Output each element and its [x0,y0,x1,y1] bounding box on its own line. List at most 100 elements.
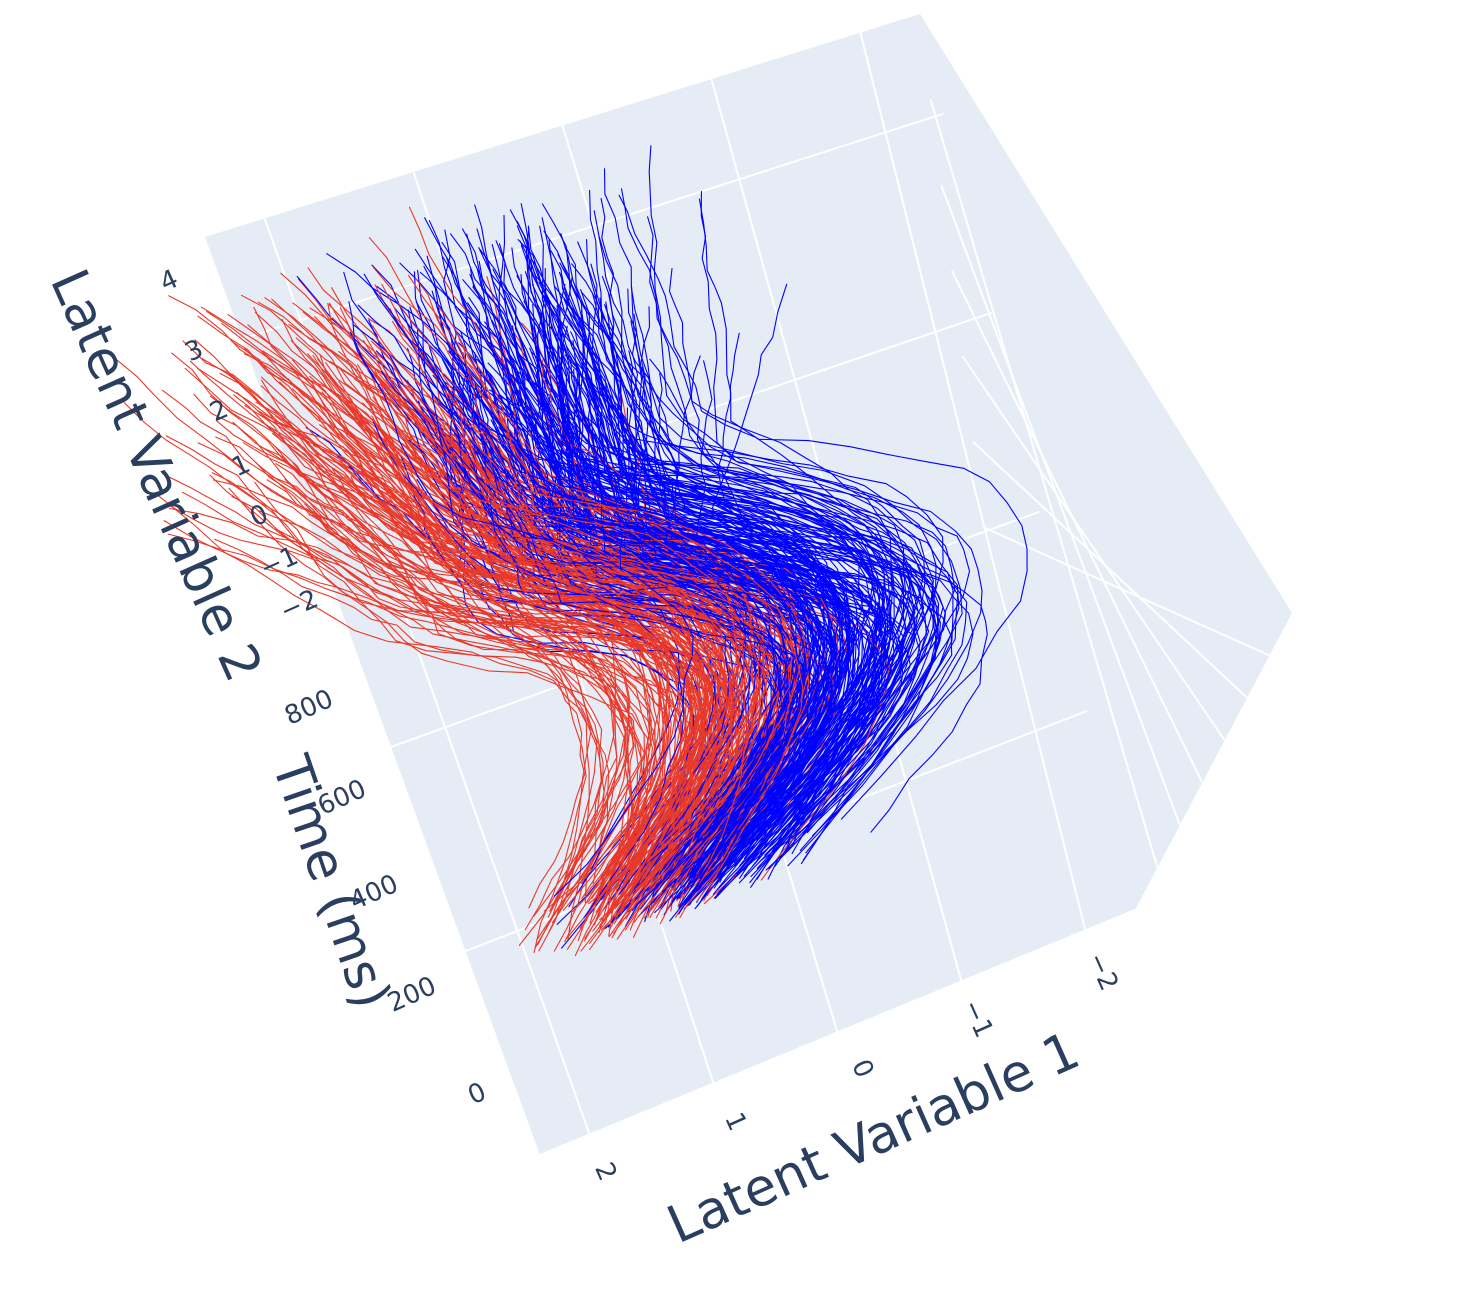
trajectory-red [363,472,687,902]
x-tick-label: −2 [1081,948,1124,995]
grid-line-y [241,112,945,340]
trajectory-red [181,491,748,921]
trajectory-red [221,323,752,870]
trajectory-red [371,402,707,925]
grid-line-z [929,99,1159,868]
x-tick-label: −1 [956,995,999,1042]
trajectory-red [260,413,761,908]
trajectory-red [377,385,664,886]
trajectory-blue [698,198,1028,820]
trajectory-red [171,506,604,890]
trajectory-blue [375,350,730,873]
trajectory-blue [526,253,960,860]
trajectory-blue [442,380,925,853]
trajectory-red [182,340,652,924]
trajectory-blue [520,273,881,866]
trajectory-blue [498,339,938,884]
trajectory-blue [582,361,974,870]
trajectory-red [290,340,692,899]
x-tick-label: 1 [718,1108,752,1135]
trajectory-blue [326,253,813,875]
grid-line-z [950,270,1204,784]
trajectory-red [329,360,763,904]
y-tick-label: 800 [280,684,338,732]
z-tick-label: 1 [228,449,255,483]
trajectory-red [458,338,704,873]
grid-line-z [940,184,1181,826]
trajectories [111,145,1028,957]
trajectory-blue [466,233,892,867]
trajectory-blue [490,419,851,865]
trajectory-blue [424,217,747,868]
trajectory-blue [470,269,828,866]
trajectory-blue [570,358,895,891]
trajectory-blue [626,407,886,844]
grid-line-y [539,909,1136,1156]
trajectory-red [279,381,738,939]
trajectory-red [304,503,635,907]
trajectory-red [171,352,670,941]
trajectory-red [161,389,590,940]
trajectory-blue [498,243,907,836]
trajectory-blue [457,386,859,852]
trajectory-red [340,485,734,887]
trajectory-blue [577,241,887,867]
trajectory-red [283,459,712,906]
trajectory-red [541,359,796,861]
x-tick-label: 0 [845,1055,879,1082]
trajectory-red [371,337,766,902]
trajectory-blue [604,391,953,862]
trajectory-red [162,473,646,942]
z-tick-label: 0 [246,499,273,533]
trajectory-blue [564,354,892,843]
y-tick-label: 0 [464,1077,491,1111]
trajectory-red [201,357,615,932]
trajectory-blue [596,368,860,824]
trajectory-red [257,509,699,901]
trajectory-red [322,506,739,902]
trajectory-blue [592,385,819,879]
trajectory-red [255,462,605,952]
grid-line-z [972,441,1248,699]
trajectory-blue [586,238,814,840]
trajectory-red [271,432,725,917]
z-tick-label: −1 [256,541,303,584]
trajectory-red [233,394,722,890]
trajectory-red [111,355,587,954]
trajectory-blue [463,412,782,906]
trajectory-blue [627,288,954,871]
trajectory-red [399,387,769,866]
trajectory-blue [600,197,889,846]
trajectory-blue [380,370,843,893]
grid-line-z [983,526,1270,657]
trajectory-blue [559,262,937,834]
trajectory-blue [448,350,764,880]
trajectory-blue [542,369,878,830]
trajectory-red [319,353,694,940]
trajectory-blue [503,323,843,862]
trajectory-blue [657,372,887,815]
grid-line-x [859,32,1087,931]
z-tick-label: −2 [276,584,323,627]
trajectory-red [165,435,634,946]
trajectory-red [343,476,682,879]
trajectory-red [209,474,668,931]
trajectory-blue [571,263,926,816]
z-tick-label: 4 [156,264,183,298]
trajectory-blue [516,275,939,865]
trajectory-red [357,421,635,926]
trajectory-blue [532,304,832,901]
trajectory-red [163,520,734,905]
trajectory-red [260,385,720,931]
trajectory-red [271,298,714,918]
trajectory-blue [484,321,852,881]
trajectory-blue [541,203,842,842]
trajectory-blue [467,435,783,867]
trajectory-blue [717,332,916,800]
x-tick-label: 2 [588,1158,622,1185]
trajectory-blue [348,301,694,897]
trajectory-blue [620,188,895,798]
trajectory-red [156,493,602,931]
trajectory-red [368,237,746,887]
